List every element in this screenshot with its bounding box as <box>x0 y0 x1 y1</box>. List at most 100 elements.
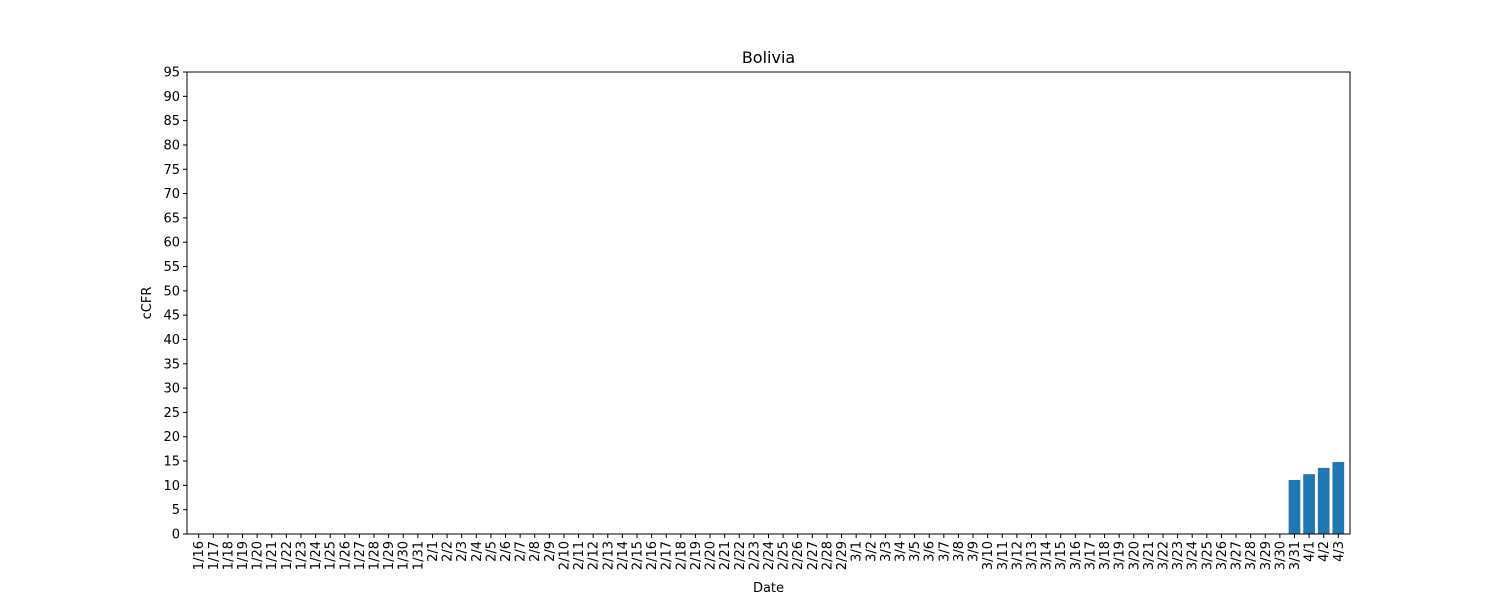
y-tick-label: 75 <box>163 163 180 178</box>
x-tick-label: 1/30 <box>397 541 412 570</box>
x-tick-label: 2/15 <box>631 541 646 570</box>
y-tick-label: 25 <box>163 406 180 421</box>
x-tick-label: 3/31 <box>1288 541 1303 570</box>
x-tick-label: 3/24 <box>1186 541 1201 570</box>
x-tick-label: 1/17 <box>207 541 222 570</box>
x-tick-label: 1/31 <box>411 541 426 570</box>
x-tick-label: 1/22 <box>280 541 295 570</box>
chart-title: Bolivia <box>742 48 795 67</box>
plot-frame <box>186 71 1351 535</box>
x-tick-label: 3/2 <box>864 541 879 562</box>
x-tick-label: 2/4 <box>470 541 485 562</box>
x-tick-label: 3/18 <box>1098 541 1113 570</box>
x-tick-label: 2/8 <box>528 541 543 562</box>
x-tick-label: 2/29 <box>835 541 850 570</box>
x-tick-label: 3/26 <box>1215 541 1230 570</box>
y-tick-label: 5 <box>172 503 180 518</box>
bar-4/3 <box>1332 462 1345 534</box>
y-tick-label: 0 <box>172 528 180 543</box>
x-tick-label: 3/21 <box>1142 541 1157 570</box>
x-tick-label: 4/2 <box>1317 541 1332 562</box>
y-tick-label: 55 <box>163 260 180 275</box>
x-tick-label: 2/6 <box>499 541 514 562</box>
y-tick-label: 65 <box>163 211 180 226</box>
x-tick-label: 2/24 <box>762 541 777 570</box>
x-tick-label: 3/17 <box>1083 541 1098 570</box>
y-tick-label: 85 <box>163 114 180 129</box>
x-tick-label: 3/14 <box>1040 541 1055 570</box>
x-tick-label: 1/18 <box>221 541 236 570</box>
x-tick-label: 2/14 <box>616 541 631 570</box>
x-tick-label: 1/20 <box>251 541 266 570</box>
y-tick-label: 80 <box>163 138 180 153</box>
y-tick-label: 35 <box>163 357 180 372</box>
x-tick-label: 2/28 <box>820 541 835 570</box>
y-tick-label: 90 <box>163 90 180 105</box>
x-tick-label: 3/9 <box>967 541 982 562</box>
x-tick-label: 1/23 <box>294 541 309 570</box>
y-tick-label: 95 <box>163 66 180 81</box>
x-tick-label: 1/27 <box>353 541 368 570</box>
bars-group <box>1288 462 1345 534</box>
x-tick-label: 3/19 <box>1113 541 1128 570</box>
x-tick-label: 3/7 <box>937 541 952 562</box>
x-tick-label: 1/21 <box>265 541 280 570</box>
x-tick-label: 1/29 <box>382 541 397 570</box>
x-tick-label: 1/25 <box>324 541 339 570</box>
x-tick-label: 4/3 <box>1332 541 1347 562</box>
x-tick-label: 2/18 <box>674 541 689 570</box>
x-tick-label: 3/23 <box>1171 541 1186 570</box>
y-axis-label: cCFR <box>140 287 155 320</box>
x-tick-label: 3/25 <box>1200 541 1215 570</box>
x-tick-label: 3/16 <box>1069 541 1084 570</box>
x-tick-label: 3/30 <box>1273 541 1288 570</box>
y-tick-label: 45 <box>163 309 180 324</box>
x-tick-label: 2/1 <box>426 541 441 562</box>
x-tick-label: 3/8 <box>952 541 967 562</box>
x-tick-label: 2/9 <box>543 541 558 562</box>
y-tick-label: 70 <box>163 187 180 202</box>
x-tick-label: 3/27 <box>1230 541 1245 570</box>
x-tick-label: 2/17 <box>660 541 675 570</box>
x-tick-label: 4/1 <box>1303 541 1318 562</box>
y-tick-label: 15 <box>163 455 180 470</box>
x-tick-label: 3/22 <box>1156 541 1171 570</box>
y-tick-label: 30 <box>163 382 180 397</box>
y-tick-label: 10 <box>163 479 180 494</box>
bar-4/2 <box>1317 467 1330 534</box>
x-tick-label: 2/16 <box>645 541 660 570</box>
x-tick-label: 2/3 <box>455 541 470 562</box>
x-tick-label: 3/5 <box>908 541 923 562</box>
x-tick-label: 3/4 <box>893 541 908 562</box>
x-tick-label: 3/15 <box>1054 541 1069 570</box>
x-axis: 1/16 1/17 1/18 1/19 1/20 1/21 1/22 1/23 1/24 1/25… <box>192 534 1347 570</box>
y-tick-label: 50 <box>163 284 180 299</box>
x-tick-label: 2/20 <box>704 541 719 570</box>
x-tick-label: 3/6 <box>923 541 938 562</box>
x-tick-label: 2/26 <box>791 541 806 570</box>
x-tick-label: 3/13 <box>1025 541 1040 570</box>
x-tick-label: 2/12 <box>587 541 602 570</box>
x-tick-label: 1/24 <box>309 541 324 570</box>
x-tick-label: 2/10 <box>557 541 572 570</box>
x-tick-label: 3/3 <box>879 541 894 562</box>
x-tick-label: 2/27 <box>806 541 821 570</box>
x-tick-label: 3/29 <box>1259 541 1274 570</box>
y-axis: 0 5 10 15 20 25 30 35 40 45 50 55 60 65 70 75 80 85 90 95 <box>163 66 187 543</box>
x-tick-label: 3/1 <box>850 541 865 562</box>
y-tick-label: 40 <box>163 333 180 348</box>
x-tick-label: 2/13 <box>601 541 616 570</box>
x-tick-label: 3/11 <box>996 541 1011 570</box>
x-tick-label: 2/7 <box>514 541 529 562</box>
x-tick-label: 1/19 <box>236 541 251 570</box>
x-tick-label: 2/19 <box>689 541 704 570</box>
x-tick-label: 1/26 <box>338 541 353 570</box>
x-tick-label: 2/22 <box>733 541 748 570</box>
bar-3/31 <box>1288 480 1301 534</box>
x-tick-label: 2/2 <box>441 541 456 562</box>
x-tick-label: 2/23 <box>747 541 762 570</box>
bar-4/1 <box>1303 474 1315 534</box>
x-tick-label: 3/10 <box>981 541 996 570</box>
x-axis-label: Date <box>753 581 784 596</box>
